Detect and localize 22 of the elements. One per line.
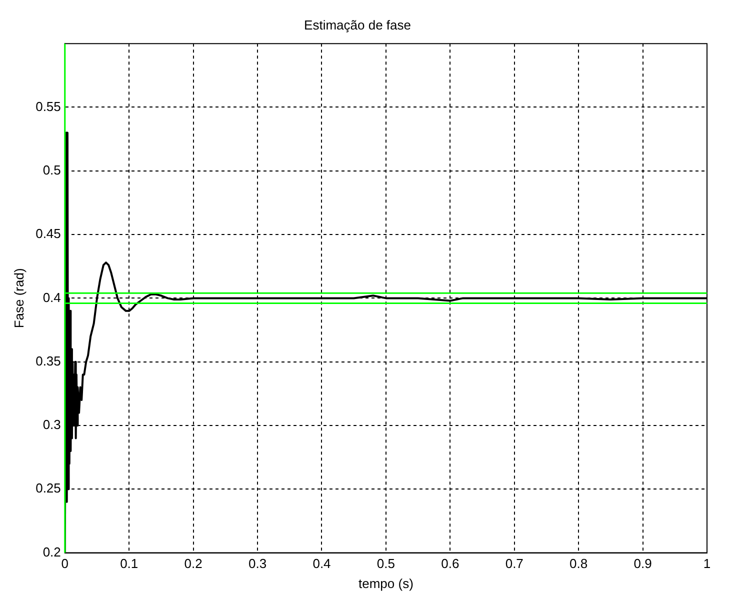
y-tick-label: 0.3 <box>42 417 61 432</box>
y-tick-label: 0.2 <box>42 544 61 560</box>
x-tick-label: 0.5 <box>376 556 395 572</box>
x-axis-title: tempo (s) <box>358 576 414 591</box>
y-axis-title: Fase (rad) <box>11 268 26 328</box>
x-tick-label: 1 <box>703 556 711 572</box>
x-tick-label: 0.3 <box>248 556 267 572</box>
x-tick-label: 0.7 <box>505 556 524 572</box>
x-tick-label: 0.6 <box>441 556 460 572</box>
y-tick-label: 0.25 <box>36 480 61 496</box>
x-tick-label: 0 <box>61 556 69 572</box>
y-tick-label: 0.45 <box>36 226 61 242</box>
y-tick-label: 0.55 <box>36 98 61 114</box>
x-tick-label: 0.9 <box>634 556 652 572</box>
y-tick-label: 0.5 <box>42 162 61 178</box>
chart-title: Estimação de fase <box>304 17 411 32</box>
y-tick-label: 0.4 <box>42 290 61 305</box>
x-tick-label: 0.2 <box>184 556 202 572</box>
y-tick-label: 0.35 <box>36 353 61 368</box>
x-tick-label: 0.8 <box>570 556 588 572</box>
x-tick-label: 0.1 <box>120 556 138 572</box>
x-tick-label: 0.4 <box>312 556 331 572</box>
